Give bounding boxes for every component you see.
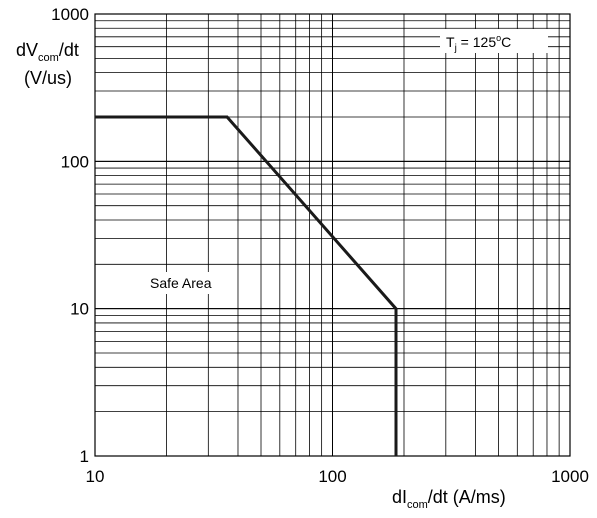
series-layer xyxy=(95,115,398,456)
y-tick-label: 100 xyxy=(61,152,89,171)
x-tick-label: 10 xyxy=(86,467,105,486)
x-tick-label: 1000 xyxy=(551,467,589,486)
y-tick-label: 1 xyxy=(80,447,89,466)
x-axis-label: dIcom/dt (A/ms) xyxy=(392,487,506,511)
y-axis-label-line2: (V/us) xyxy=(24,68,72,88)
y-axis-label-line1: dVcom/dt xyxy=(16,40,79,64)
temperature-annotation-bg xyxy=(440,29,548,53)
y-tick-label: 1000 xyxy=(51,5,89,24)
x-tick-label: 100 xyxy=(318,467,346,486)
series-line xyxy=(95,115,398,456)
safe-area-annotation: Safe Area xyxy=(150,275,212,291)
plot-frame xyxy=(94,13,571,457)
temperature-annotation: Tj = 125oC xyxy=(446,33,511,54)
x-tick-labels: 10 100 1000 xyxy=(86,467,589,486)
y-tick-labels: 1000 100 10 1 xyxy=(51,5,89,466)
safe-area-annotation-bg xyxy=(144,272,230,294)
y-tick-label: 10 xyxy=(70,300,89,319)
